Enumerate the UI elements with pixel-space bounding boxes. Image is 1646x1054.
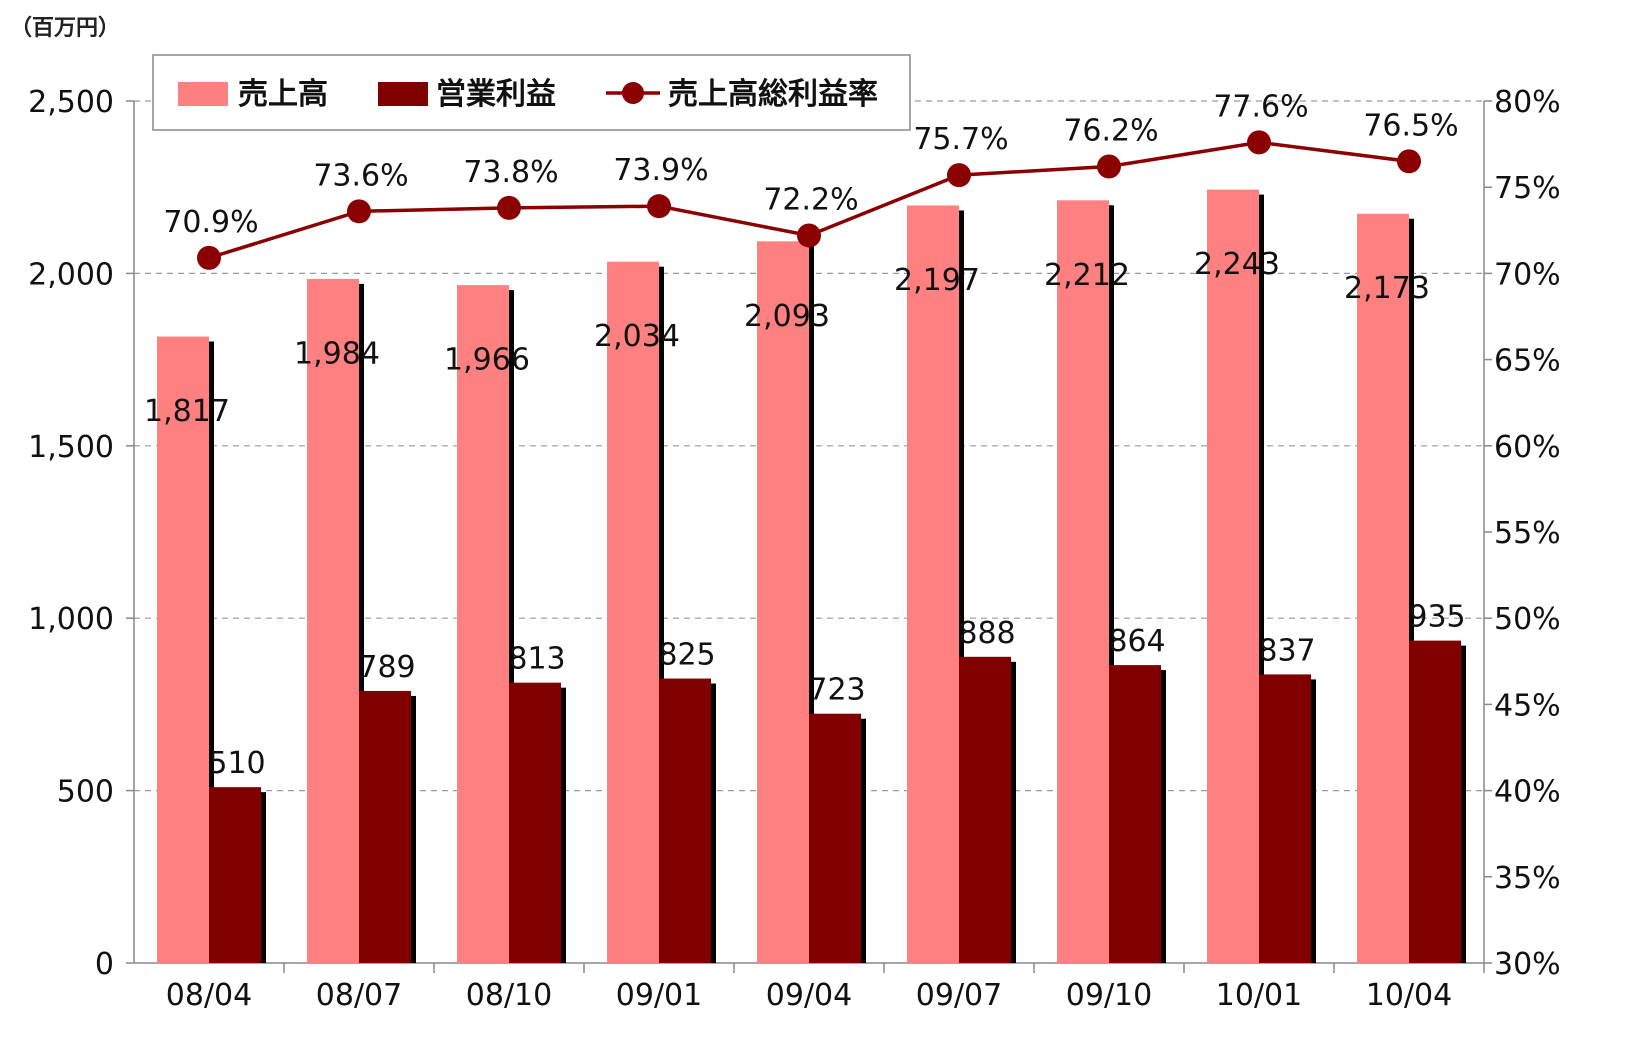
operating-profit-bar xyxy=(809,713,861,963)
gross-margin-point xyxy=(647,194,671,219)
sales-data-label: 1,984 xyxy=(294,336,380,371)
y-right-tick-label: 40% xyxy=(1494,775,1561,810)
y-right-tick-label: 35% xyxy=(1494,861,1561,896)
gross-margin-point xyxy=(1097,154,1121,179)
sales-bar xyxy=(907,205,959,964)
operating-profit-bar xyxy=(959,656,1011,963)
operating-profit-data-label: 510 xyxy=(208,746,265,781)
operating-profit-data-label: 864 xyxy=(1108,624,1165,659)
operating-profit-bar xyxy=(209,787,261,963)
legend-swatch-operating-profit xyxy=(378,82,428,106)
x-tick-label: 10/01 xyxy=(1216,978,1302,1013)
sales-data-label: 2,093 xyxy=(744,299,830,334)
operating-profit-bar xyxy=(1109,665,1161,963)
y-left-tick-label: 1,500 xyxy=(28,430,114,465)
unit-label: （百万円） xyxy=(10,16,121,41)
gross-margin-data-label: 70.9% xyxy=(163,205,258,240)
gross-margin-point xyxy=(347,199,371,224)
operating-profit-data-label: 789 xyxy=(358,650,415,685)
operating-profit-data-label: 837 xyxy=(1258,633,1315,668)
legend-box xyxy=(152,54,911,131)
y-right-tick-label: 30% xyxy=(1494,947,1561,982)
y-right-tick-label: 60% xyxy=(1494,430,1561,465)
operating-profit-bar xyxy=(509,682,561,963)
y-left-tick-label: 1,000 xyxy=(28,602,114,637)
sales-bar xyxy=(757,241,809,963)
y-right-tick-label: 75% xyxy=(1494,171,1561,206)
x-tick-label: 09/07 xyxy=(916,978,1002,1013)
gross-margin-point xyxy=(1397,149,1421,174)
sales-data-label: 1,817 xyxy=(144,394,230,429)
operating-profit-data-label: 888 xyxy=(958,616,1015,651)
sales-bar xyxy=(307,278,359,963)
operating-profit-data-label: 825 xyxy=(658,638,715,673)
gross-margin-data-label: 73.9% xyxy=(613,153,708,188)
gross-margin-point xyxy=(497,195,521,220)
gross-margin-data-label: 76.5% xyxy=(1363,108,1458,143)
legend-label-sales: 売上高 xyxy=(238,77,328,112)
gross-margin-data-label: 76.2% xyxy=(1063,114,1158,149)
sales-bar xyxy=(1057,200,1109,964)
sales-bar xyxy=(1357,213,1409,963)
gross-margin-data-label: 72.2% xyxy=(763,182,858,217)
y-right-tick-label: 70% xyxy=(1494,257,1561,292)
legend-label-gross-margin: 売上高総利益率 xyxy=(668,77,878,112)
sales-data-label: 1,966 xyxy=(444,343,530,378)
sales-data-label: 2,197 xyxy=(894,263,980,298)
gross-margin-point xyxy=(947,163,971,188)
y-right-tick-label: 45% xyxy=(1494,688,1561,723)
y-left-tick-label: 2,000 xyxy=(28,257,114,292)
x-tick-label: 08/10 xyxy=(466,978,552,1013)
operating-profit-data-label: 813 xyxy=(508,642,565,677)
x-tick-label: 08/04 xyxy=(166,978,252,1013)
sales-data-label: 2,212 xyxy=(1044,258,1130,293)
sales-bar xyxy=(607,261,659,964)
x-tick-label: 09/10 xyxy=(1066,978,1152,1013)
y-left-tick-label: 0 xyxy=(95,947,114,982)
y-right-tick-label: 50% xyxy=(1494,602,1561,637)
gross-margin-data-label: 75.7% xyxy=(913,122,1008,157)
gross-margin-data-label: 73.6% xyxy=(313,158,408,193)
operating-profit-data-label: 935 xyxy=(1408,600,1465,635)
sales-data-label: 2,243 xyxy=(1194,247,1280,282)
y-left-tick-label: 500 xyxy=(57,775,114,810)
gross-margin-data-label: 77.6% xyxy=(1213,89,1308,124)
x-tick-label: 09/04 xyxy=(766,978,852,1013)
gross-margin-data-label: 73.8% xyxy=(463,155,558,190)
legend-swatch-gross-margin-marker xyxy=(622,82,644,104)
x-tick-label: 10/04 xyxy=(1366,978,1452,1013)
legend-swatch-sales xyxy=(178,82,228,106)
legend-label-operating-profit: 営業利益 xyxy=(436,77,556,112)
x-tick-label: 09/01 xyxy=(616,978,702,1013)
operating-profit-bar xyxy=(1409,640,1461,963)
y-right-tick-label: 80% xyxy=(1494,85,1561,120)
y-right-tick-label: 55% xyxy=(1494,516,1561,551)
operating-profit-bar xyxy=(1259,674,1311,963)
sales-bar xyxy=(1207,189,1259,964)
sales-bar xyxy=(457,285,509,964)
operating-profit-bar xyxy=(359,690,411,963)
operating-profit-bar xyxy=(659,678,711,963)
x-tick-label: 08/07 xyxy=(316,978,402,1013)
gross-margin-point xyxy=(1247,130,1271,155)
y-left-tick-label: 2,500 xyxy=(28,85,114,120)
sales-data-label: 2,034 xyxy=(594,319,680,354)
gross-margin-point xyxy=(797,223,821,248)
gross-margin-point xyxy=(197,245,221,270)
sales-data-label: 2,173 xyxy=(1344,271,1430,306)
operating-profit-data-label: 723 xyxy=(808,673,865,708)
sales-bar xyxy=(157,336,209,963)
y-right-tick-label: 65% xyxy=(1494,344,1561,379)
